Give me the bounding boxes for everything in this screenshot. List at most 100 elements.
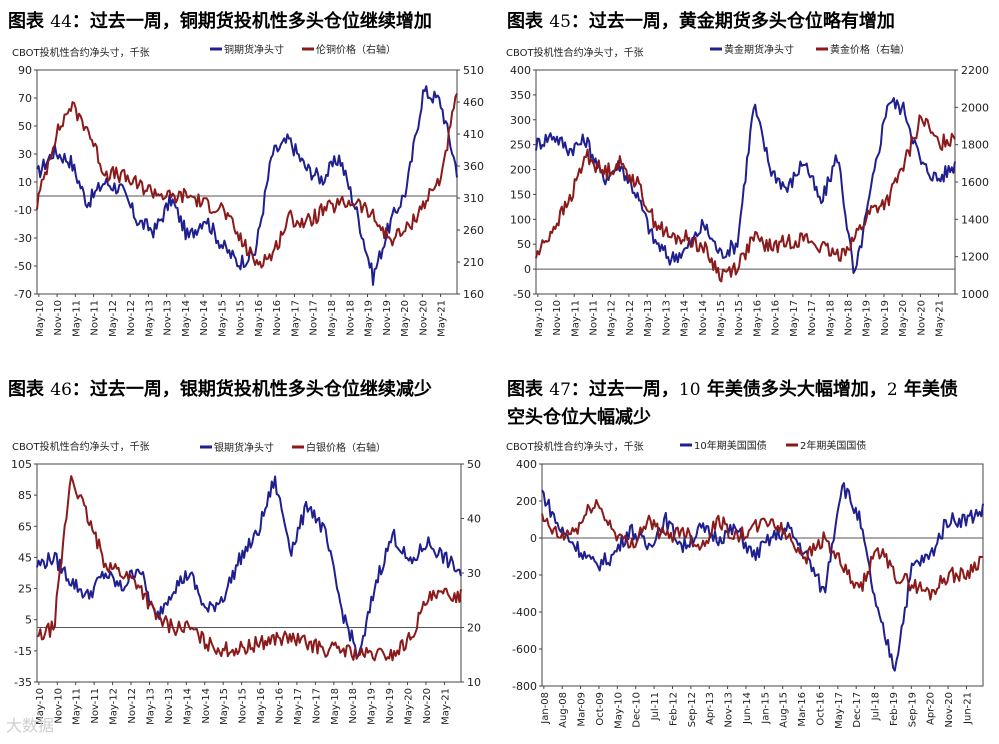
y-tick-label: -600 — [512, 643, 537, 656]
x-tick-label: Oct-16 — [815, 692, 826, 726]
x-tick-label: Jun-21 — [962, 692, 973, 725]
x-tick-label: May-11 — [72, 688, 83, 725]
x-tick-label: Nov-10 — [53, 688, 64, 724]
unit-label: CBOT投机性合约净头寸，千张 — [12, 46, 150, 59]
title-number-3: 2 — [886, 380, 898, 400]
y2-tick-label: 260 — [463, 224, 484, 237]
x-tick-label: May-17 — [293, 688, 304, 725]
x-tick-label: May-15 — [219, 688, 230, 725]
y-tick-label: 200 — [510, 164, 531, 177]
y-tick-label: 45 — [18, 551, 32, 564]
x-tick-label: Oct-09 — [595, 692, 606, 726]
x-tick-label: Jul-18 — [871, 692, 882, 721]
y-tick-label: 300 — [510, 114, 531, 127]
series-line — [535, 97, 956, 274]
legend-label: 10年期美国国债 — [694, 439, 767, 452]
unit-label: CBOT投机性合约净头寸，千张 — [506, 46, 644, 59]
y2-tick-label: 20 — [467, 622, 481, 635]
x-tick-label: Nov-16 — [771, 300, 782, 336]
x-tick-label: May-15 — [217, 300, 228, 337]
chart-title-treasury: 图表 47：过去一周，10 年美债多头大幅增加，2 年美债 — [507, 377, 958, 403]
x-tick-label: Nov-19 — [382, 300, 393, 336]
x-tick-label: May-10 — [35, 300, 46, 337]
x-tick-label: Nov-12 — [127, 688, 138, 724]
x-tick-label: May-17 — [789, 300, 800, 337]
chart-treasury-svg: CBOT投机性合约净头寸，千张 10年期美国国债 2年期美国国债 400 200 0 -20… — [506, 439, 984, 729]
y2-tick-label: 10 — [467, 676, 481, 689]
legend-label: 银期货净头寸 — [214, 441, 274, 454]
series-line — [36, 475, 462, 658]
y-tick-label: -50 — [14, 260, 32, 273]
x-tick-label: Nov-18 — [844, 300, 855, 336]
y-tick-label: 85 — [18, 489, 32, 502]
y2-tick-label: 1400 — [961, 213, 989, 226]
x-tick-label: Nov-16 — [272, 300, 283, 336]
x-tick-label: May-20 — [404, 688, 415, 725]
title-text: ：过去一周，银期货投机性多头仓位继续减少 — [71, 379, 432, 400]
title-number-2: 10 — [678, 380, 701, 400]
y-tick-label: 350 — [510, 89, 531, 102]
y-tick-label: -70 — [14, 288, 32, 301]
x-tick-label: May-19 — [862, 300, 873, 337]
x-tick-label: Mar-16 — [797, 692, 808, 727]
x-tick-label: Dec-10 — [632, 692, 643, 728]
y-tick-label: 50 — [517, 238, 531, 251]
y2-tick-label: 2200 — [961, 64, 989, 77]
x-tick-label: Nov-15 — [238, 688, 249, 724]
x-tick-label: Nov-12 — [126, 300, 137, 336]
x-tick-label: Jan-08 — [540, 692, 551, 725]
x-tick-label: May-17 — [834, 692, 845, 729]
y-tick-label: -15 — [14, 645, 32, 658]
x-tick-label: Nov-18 — [345, 300, 356, 336]
legend-label: 白银价格（右轴） — [306, 441, 386, 454]
x-tick-label: Nov-19 — [385, 688, 396, 724]
y-tick-label: 200 — [516, 495, 537, 508]
y2-tick-label: 510 — [463, 64, 484, 77]
x-tick-label: May-16 — [752, 300, 763, 337]
title-prefix: 图表 — [8, 11, 44, 32]
y-tick-label: -800 — [512, 680, 537, 693]
chart-title-treasury-line2: 空头仓位大幅减少 — [507, 407, 651, 428]
y-tick-label: 10 — [18, 176, 32, 189]
y2-tick-label: 1200 — [961, 251, 989, 264]
x-tick-label: Nov-16 — [274, 688, 285, 724]
x-tick-label: May-12 — [109, 688, 120, 725]
x-tick-label: Nov-14 — [201, 688, 212, 724]
x-tick-label: Jan-15 — [760, 692, 771, 725]
x-tick-label: Apr-13 — [705, 692, 716, 725]
x-tick-label: Nov-20 — [422, 688, 433, 724]
x-tick-label: May-21 — [440, 688, 451, 725]
title-prefix: 图表 — [507, 379, 543, 400]
y2-tick-label: 160 — [463, 288, 484, 301]
y-tick-label: 250 — [510, 139, 531, 152]
legend-label: 黄金价格（右轴） — [830, 43, 910, 56]
y-tick-label: 25 — [18, 583, 32, 596]
y-tick-label: 65 — [18, 520, 32, 533]
y-tick-label: -10 — [14, 204, 32, 217]
title-text: ：过去一周，黄金期货多头仓位略有增加 — [570, 11, 895, 32]
x-tick-label: Nov-20 — [944, 692, 955, 728]
title-text-3: 年美债 — [897, 379, 958, 400]
x-tick-label: Nov-14 — [698, 300, 709, 336]
x-tick-label: Nov-10 — [552, 300, 563, 336]
title-text: ：过去一周， — [570, 379, 679, 400]
watermark: 大数据 — [6, 716, 55, 735]
y2-tick-label: 2000 — [961, 101, 989, 114]
series-line — [541, 499, 984, 601]
x-tick-label: May-12 — [607, 300, 618, 337]
y-tick-label: 0 — [530, 532, 537, 545]
x-tick-label: May-16 — [256, 688, 267, 725]
title-number: 47 — [549, 380, 571, 400]
unit-label: CBOT投机性合约净头寸，千张 — [506, 440, 644, 453]
y-tick-label: 90 — [18, 64, 32, 77]
x-tick-label: Jun-14 — [742, 692, 753, 725]
x-tick-label: May-18 — [330, 688, 341, 725]
x-tick-label: Nov-18 — [348, 688, 359, 724]
y-tick-label: 5 — [25, 614, 32, 627]
series-line — [36, 475, 462, 662]
x-tick-label: May-15 — [716, 300, 727, 337]
x-tick-label: May-10 — [534, 300, 545, 337]
chart-gold-svg: CBOT投机性合约净头寸，千张 黄金期货净头寸 黄金价格（右轴） 400 350 300 2… — [506, 43, 989, 337]
x-tick-label: May-11 — [570, 300, 581, 337]
title-number: 46 — [50, 380, 72, 400]
